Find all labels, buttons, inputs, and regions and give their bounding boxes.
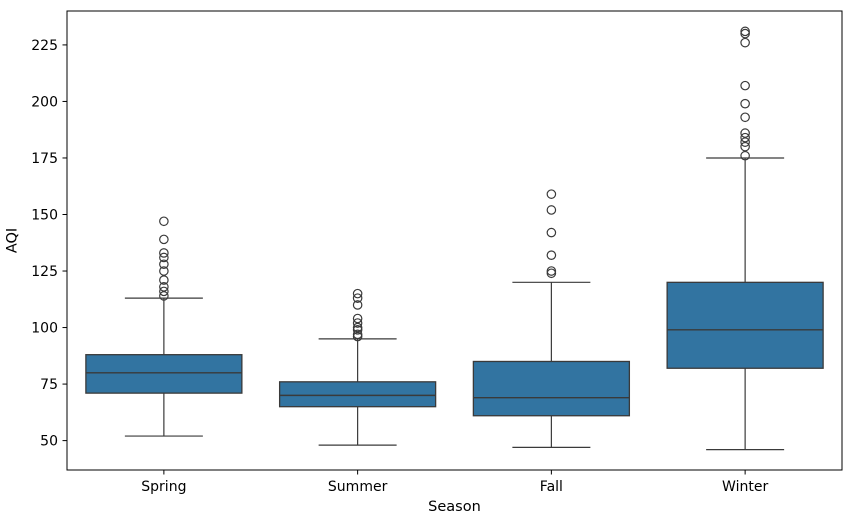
- y-tick-label: 200: [31, 94, 58, 110]
- box-spring: [85, 354, 243, 394]
- outlier-point-summer: [352, 318, 363, 328]
- axes-spines: [66, 10, 843, 471]
- x-tick-label-spring: Spring: [141, 479, 186, 495]
- outlier-point-spring: [159, 234, 169, 245]
- box-group-summer: [278, 288, 437, 446]
- outlier-point-spring: [159, 252, 169, 263]
- y-tick-label: 175: [31, 151, 58, 167]
- outlier-point-winter: [740, 141, 750, 152]
- outlier-point-fall: [546, 250, 557, 260]
- outlier-point-winter: [740, 132, 750, 143]
- outlier-point-winter: [740, 128, 750, 138]
- plot-area: [67, 11, 842, 470]
- x-tick-label-summer: Summer: [328, 479, 388, 495]
- outlier-point-summer: [352, 329, 363, 340]
- box-group-fall: [472, 189, 631, 448]
- outlier-point-spring: [159, 259, 169, 270]
- outlier-point-summer: [352, 288, 363, 299]
- outlier-point-winter: [740, 150, 750, 161]
- box-group-winter: [666, 26, 824, 451]
- box-summer: [278, 381, 437, 408]
- y-tick-label: 75: [40, 377, 58, 393]
- outlier-point-winter: [740, 37, 750, 48]
- outlier-point-fall: [546, 205, 557, 215]
- outlier-point-winter: [740, 137, 750, 147]
- y-tick-label: 150: [31, 207, 58, 223]
- outlier-point-spring: [159, 266, 169, 276]
- y-tick-label: 125: [31, 264, 58, 280]
- box-fall: [472, 360, 631, 417]
- outlier-point-spring: [159, 216, 169, 227]
- outlier-point-winter: [740, 112, 750, 123]
- x-tick-label-winter: Winter: [722, 479, 768, 495]
- outlier-point-summer: [352, 293, 363, 303]
- plot-content: 50 75 100 125 150 175 200 225 Spring Summer Fall Wi…: [31, 26, 824, 495]
- outlier-point-winter: [740, 80, 750, 91]
- outlier-point-fall: [546, 227, 557, 238]
- outlier-point-summer: [352, 300, 363, 310]
- y-axis-label: AQI: [5, 228, 21, 253]
- outlier-point-spring: [159, 286, 169, 297]
- outlier-point-winter: [740, 26, 750, 37]
- outlier-point-summer: [352, 313, 363, 324]
- x-axis-label: Season: [428, 499, 481, 515]
- y-tick-label: 50: [40, 434, 58, 450]
- outlier-point-summer: [352, 322, 363, 333]
- box-group-spring: [85, 216, 243, 437]
- outlier-point-spring: [159, 248, 169, 258]
- x-tick-label-fall: Fall: [540, 479, 563, 495]
- y-tick-label: 225: [31, 38, 58, 54]
- outlier-point-fall: [546, 189, 557, 199]
- box-winter: [666, 281, 824, 369]
- outlier-point-spring: [159, 282, 169, 292]
- outlier-point-fall: [546, 266, 557, 276]
- outlier-point-spring: [159, 291, 169, 301]
- outlier-point-spring: [159, 275, 169, 285]
- outlier-point-winter: [740, 98, 750, 109]
- y-tick-label: 100: [31, 321, 58, 337]
